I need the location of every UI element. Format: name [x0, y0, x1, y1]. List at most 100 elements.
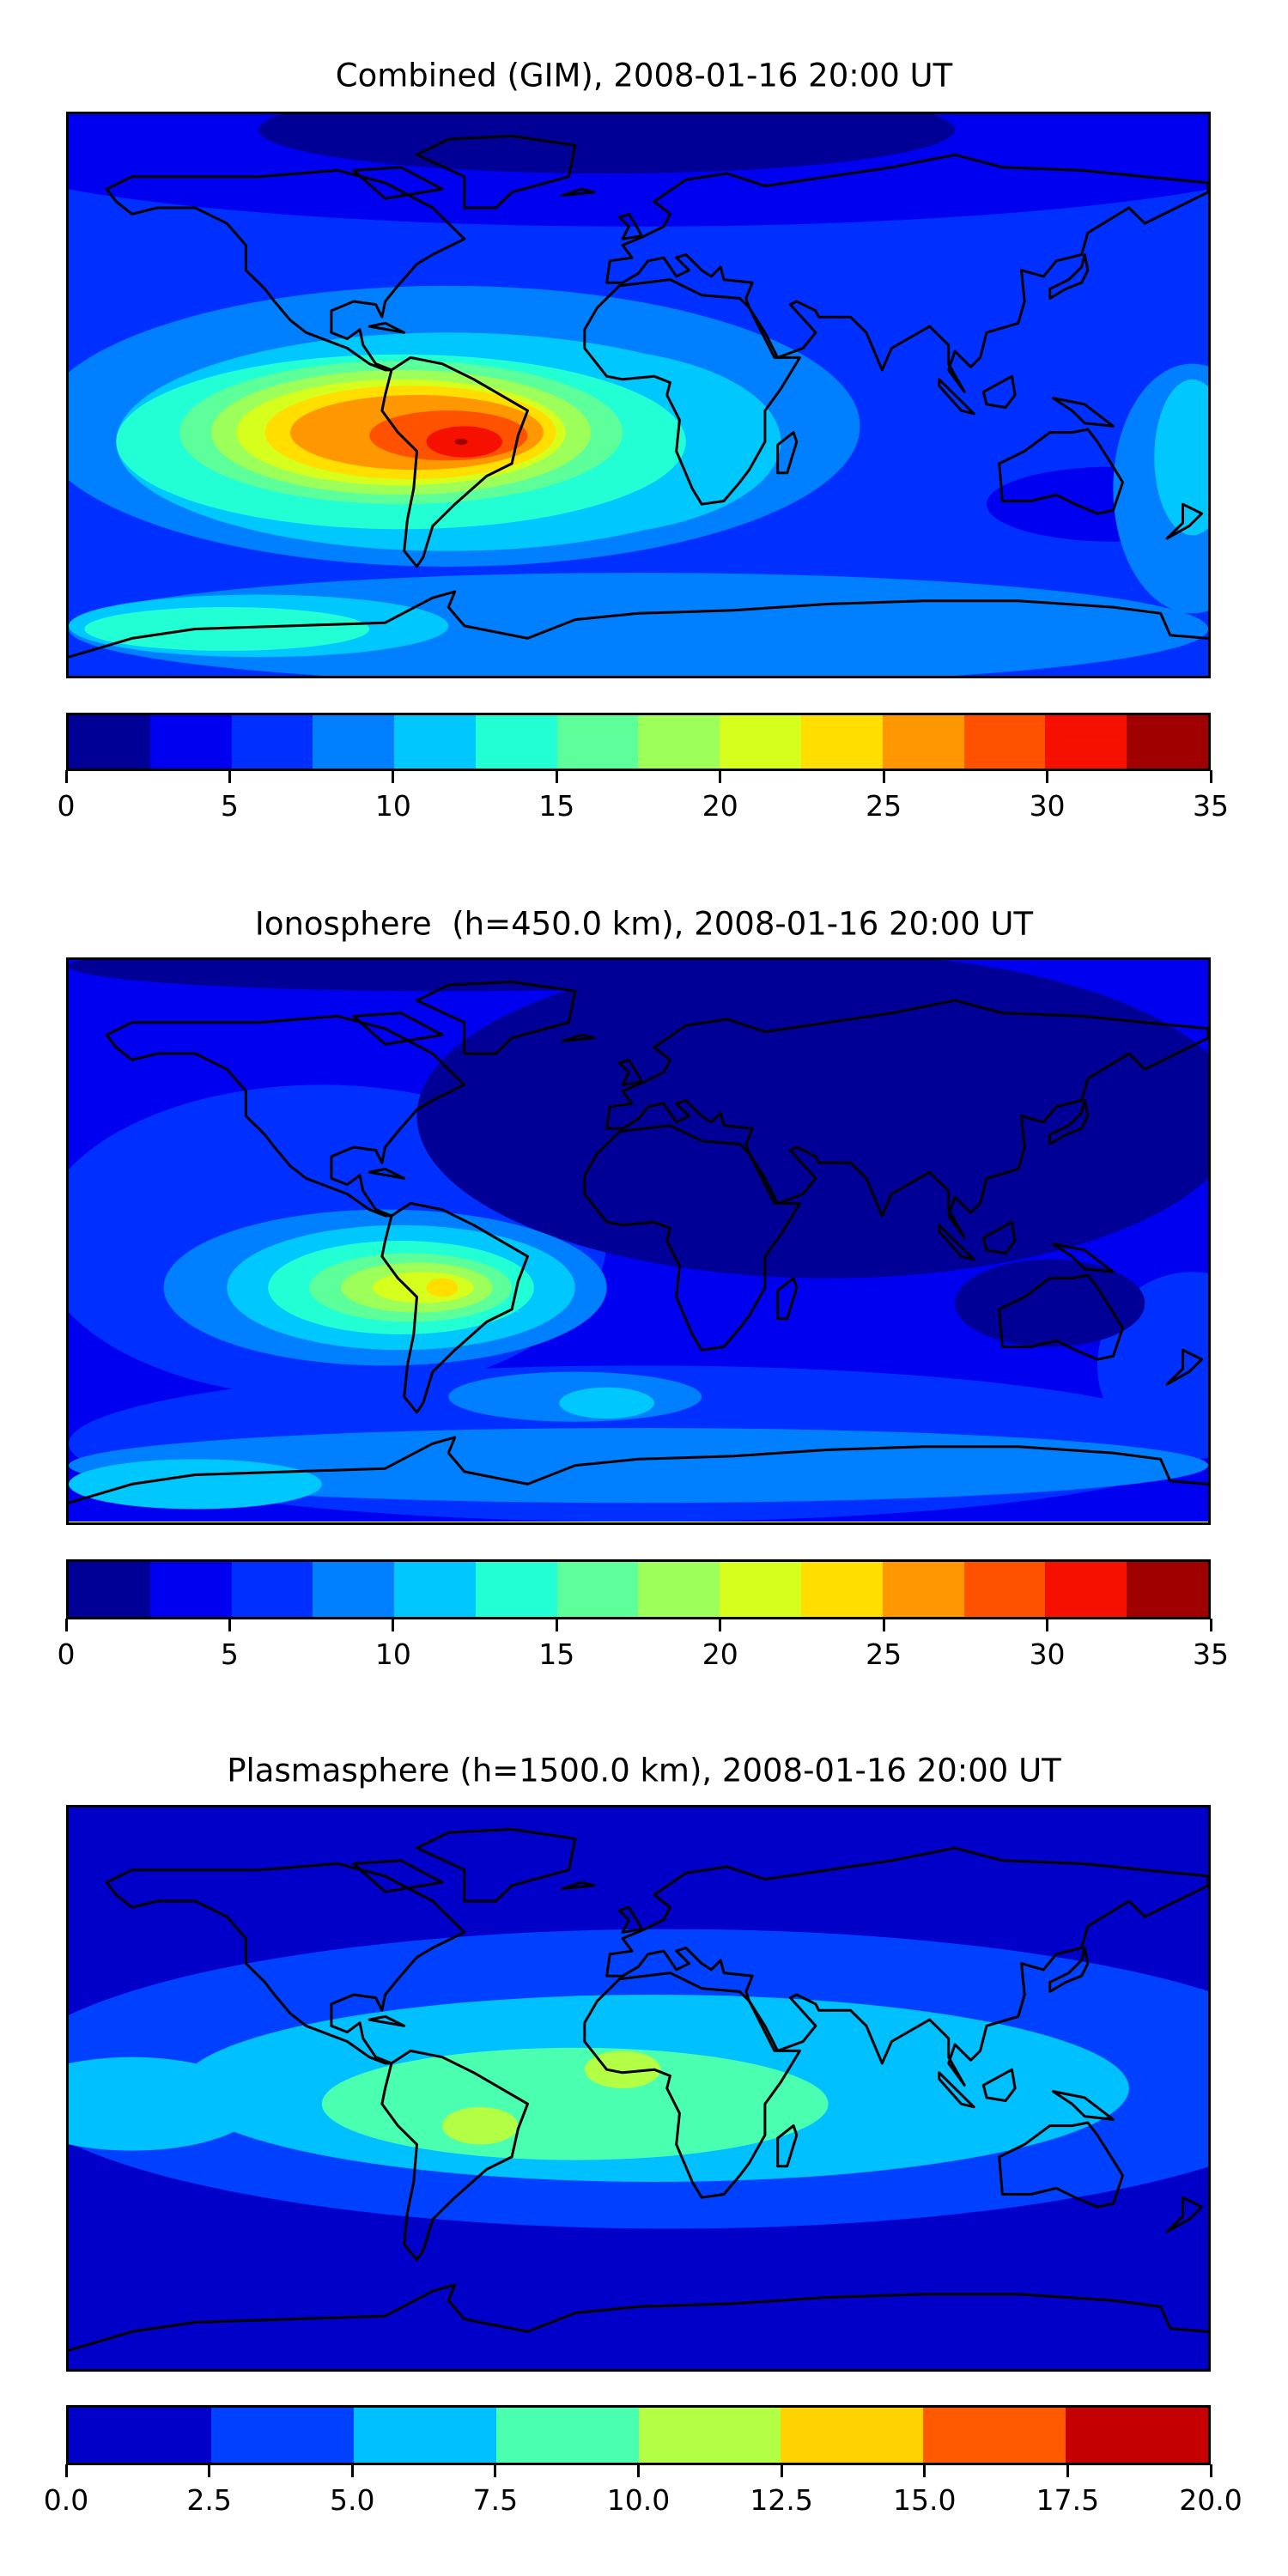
coastline: [1048, 253, 1090, 300]
coastline: [938, 1224, 975, 1261]
coastline: [776, 1277, 799, 1321]
colorbar-swatch: [69, 1562, 150, 1617]
coastline: [938, 2071, 975, 2109]
coastline: [981, 1220, 1017, 1255]
coastline: [1165, 2196, 1204, 2233]
colorbar-ticks: 0 5 10 15 20 25 30 35: [58, 1619, 1229, 1687]
coastline: [1048, 1947, 1090, 1993]
colorbar-tick-label: 10: [374, 1637, 411, 1671]
colorbar-tick: [350, 2464, 354, 2477]
colorbar-tick: [1209, 1619, 1212, 1631]
colorbar-tick: [64, 770, 68, 783]
contour-region: [69, 2057, 259, 2151]
colorbar-swatch: [495, 2408, 639, 2463]
coastline: [981, 374, 1017, 409]
colorbar-swatch: [1127, 715, 1208, 769]
coastline: [1165, 1348, 1204, 1386]
colorbar-swatch: [720, 715, 802, 769]
coastline: [617, 1058, 643, 1086]
coastline: [368, 2014, 406, 2027]
colorbar-tick-label: 10: [374, 789, 411, 823]
coastline: [380, 1201, 529, 1414]
contour-region: [559, 1387, 654, 1419]
coastline: [776, 2124, 799, 2168]
colorbar-tick-label: 20: [702, 789, 738, 823]
colorbar-tick-label: 20.0: [1179, 2483, 1242, 2517]
colorbar-swatch: [638, 1562, 720, 1617]
contour-region: [69, 1459, 322, 1510]
coastline: [69, 1436, 1208, 1504]
contour-region: [321, 2047, 829, 2160]
colorbar-swatch: [556, 715, 639, 769]
panel-title: Combined (GIM), 2008-01-16 20:00 UT: [335, 57, 953, 94]
colorbar-tick-label: 15: [538, 789, 575, 823]
coastline: [938, 378, 975, 416]
coastline: [617, 1905, 643, 1934]
colorbar-swatch: [69, 715, 150, 769]
coastline: [583, 1124, 801, 1352]
colorbar-tick-label: 7.5: [472, 2483, 519, 2517]
colorbar-ticks: 0.0 2.5 5.0 7.5 10.0 12.5 15.0 17.5 20.0: [44, 2464, 1242, 2533]
colorbar-tick-label: 35: [1193, 789, 1229, 823]
colorbar-tick: [208, 2464, 211, 2477]
colorbar-swatch: [801, 1562, 883, 1617]
coastline: [998, 2121, 1124, 2208]
colorbar-tick-label: 12.5: [750, 2483, 813, 2517]
coastline: [105, 1014, 466, 1218]
coastline: [561, 1880, 596, 1890]
colorbar-swatch: [231, 715, 313, 769]
colorbar-tick: [555, 770, 558, 783]
panel-title: Ionosphere (h=450.0 km), 2008-01-16 20:0…: [254, 905, 1034, 943]
colorbar-tick-label: 30: [1029, 1637, 1066, 1671]
panel-title: Plasmasphere (h=1500.0 km), 2008-01-16 2…: [227, 1752, 1061, 1789]
colorbar-tick: [64, 1619, 68, 1631]
contour-region: [258, 114, 955, 174]
map-ionosphere: [66, 957, 1211, 1525]
colorbar-swatch: [149, 1562, 232, 1617]
contour-region: [426, 1278, 459, 1297]
coastline: [105, 1862, 466, 2065]
colorbar-swatch: [556, 1562, 639, 1617]
contour-map: [69, 114, 1208, 676]
coastline: [69, 590, 1208, 659]
colorbar-tick-label: 15.0: [893, 2483, 957, 2517]
colorbar-swatch: [394, 1562, 476, 1617]
colorbar-tick: [1066, 2464, 1069, 2477]
colorbar-tick-label: 2.5: [186, 2483, 232, 2517]
colorbar-tick: [882, 770, 885, 783]
coastline: [583, 1971, 801, 2199]
contour-map: [69, 1807, 1208, 2369]
colorbar-tick-label: 25: [866, 789, 902, 823]
colorbar-swatch: [313, 1562, 395, 1617]
coastline: [69, 2283, 1208, 2352]
colorbar-tick: [719, 770, 722, 783]
colorbar-swatch: [963, 715, 1046, 769]
contour-region: [372, 1272, 474, 1303]
colorbar-ionosphere: [66, 1559, 1211, 1619]
colorbar-tick-label: 25: [866, 1637, 902, 1671]
colorbar-ticks: 0 5 10 15 20 25 30 35: [58, 770, 1229, 839]
colorbar-swatch: [801, 715, 883, 769]
colorbar-tick: [555, 1619, 558, 1631]
colorbar-tick: [637, 2464, 640, 2477]
colorbar-tick-label: 17.5: [1036, 2483, 1100, 2517]
coastline: [380, 355, 529, 568]
contour-region: [454, 438, 468, 446]
contour-region: [69, 960, 829, 992]
colorbar-swatch: [1127, 1562, 1208, 1617]
colorbar-tick: [1209, 770, 1212, 783]
colorbar-swatch: [231, 1562, 313, 1617]
colorbar-tick-label: 30: [1029, 789, 1066, 823]
colorbar-swatch: [69, 2408, 211, 2463]
coastline: [561, 1033, 596, 1042]
colorbar-swatch: [149, 715, 232, 769]
coastline: [605, 1846, 1208, 2087]
coastline: [1051, 2090, 1115, 2121]
colorbar-swatch: [475, 1562, 557, 1617]
colorbar-swatch: [475, 715, 557, 769]
coastline: [1051, 397, 1115, 428]
colorbar-swatch: [1045, 1562, 1127, 1617]
colorbar-swatch: [720, 1562, 802, 1617]
colorbar-tick: [1046, 1619, 1049, 1631]
colorbar-tick: [719, 1619, 722, 1631]
